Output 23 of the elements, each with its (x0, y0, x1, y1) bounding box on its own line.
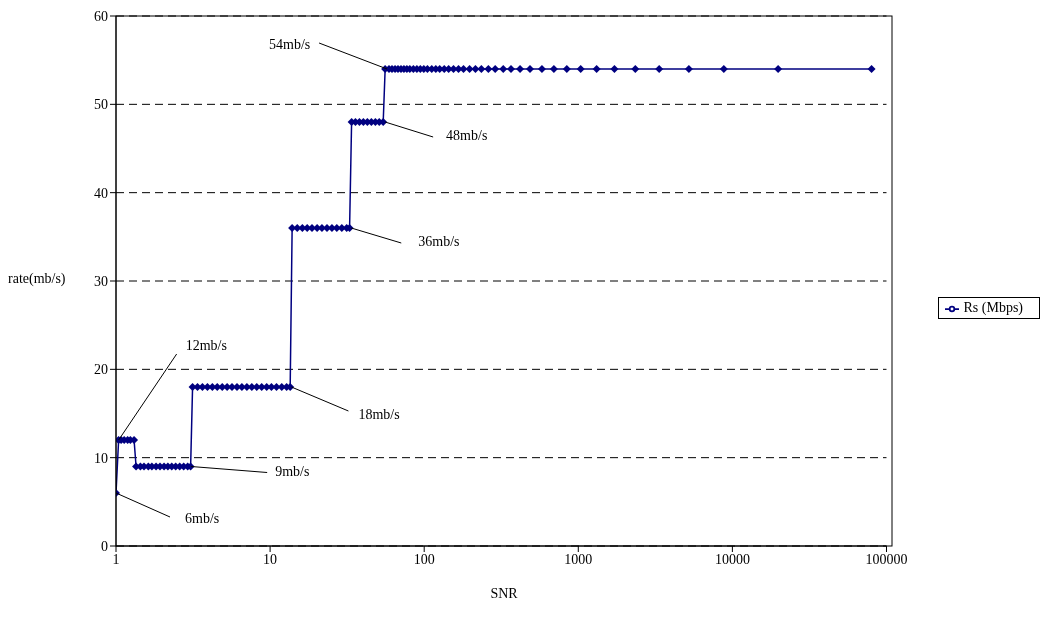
annotation: 54mb/s (269, 37, 311, 53)
annotation: 6mb/s (185, 511, 220, 527)
y-axis-title: rate(mb/s) (8, 271, 67, 287)
y-tick-label: 40 (94, 185, 108, 201)
x-tick-label: 100000 (865, 551, 908, 567)
x-tick-label: 10 (263, 551, 278, 567)
x-tick-label: 1 (112, 551, 120, 567)
annotation: 18mb/s (358, 407, 400, 423)
x-tick-label: 100 (413, 551, 435, 567)
x-tick-label: 1000 (564, 551, 593, 567)
x-axis-title: SNR (489, 586, 519, 602)
annotation: 12mb/s (185, 338, 227, 354)
annotation: 48mb/s (446, 128, 488, 144)
y-tick-label: 20 (94, 362, 108, 378)
legend-label: Rs (Mbps) (963, 300, 1023, 315)
y-tick-label: 30 (94, 273, 108, 289)
annotation: 9mb/s (275, 463, 310, 479)
annotation: 36mb/s (418, 234, 460, 250)
y-tick-label: 10 (94, 450, 108, 466)
y-tick-label: 0 (101, 538, 108, 554)
y-tick-label: 50 (94, 97, 108, 113)
x-tick-label: 10000 (714, 551, 750, 567)
y-tick-label: 60 (94, 8, 108, 24)
